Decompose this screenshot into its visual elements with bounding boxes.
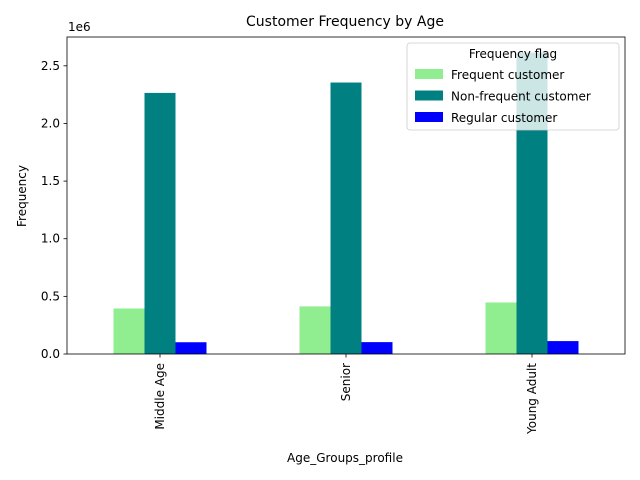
legend-swatch <box>415 90 443 101</box>
x-tick-label: Middle Age <box>153 363 167 430</box>
chart-title: Customer Frequency by Age <box>246 14 444 30</box>
legend-entry: Frequent customer <box>451 68 564 82</box>
x-tick-label: Young Adult <box>525 363 539 435</box>
x-axis-label: Age_Groups_profile <box>287 451 403 465</box>
legend-box <box>406 42 620 131</box>
bar-regular-customer-0 <box>175 342 207 354</box>
bar-frequent-customer-2 <box>485 302 517 354</box>
y-tick-label: 0.0 <box>41 347 60 361</box>
bar-regular-customer-1 <box>361 342 393 354</box>
bar-non-frequent-customer-0 <box>144 92 176 354</box>
plot-area: 0.0 0.5 1.0 1.5 2.0 2.5 Middle Age Senior Young … <box>41 36 626 435</box>
y-tick-label: 1.0 <box>41 232 60 246</box>
x-tick-label: Senior <box>339 363 353 401</box>
bar-non-frequent-customer-1 <box>330 82 362 355</box>
bar-regular-customer-2 <box>547 341 579 354</box>
y-tick-label: 2.0 <box>41 116 60 130</box>
legend-title: Frequency flag <box>469 47 557 61</box>
bar-frequent-customer-1 <box>299 306 331 354</box>
legend: Frequency flag Frequent customer Non-frequ… <box>406 42 620 131</box>
y-tick-label: 0.5 <box>41 289 60 303</box>
legend-entry: Regular customer <box>451 111 557 125</box>
y-tick-label: 1.5 <box>41 174 60 188</box>
y-axis-label: Frequency <box>15 165 29 227</box>
legend-entry: Non-frequent customer <box>451 90 591 104</box>
legend-swatch <box>415 69 443 79</box>
y-tick-label: 2.5 <box>41 59 60 73</box>
y-offset-label: 1e6 <box>68 20 91 34</box>
legend-swatch <box>415 112 443 122</box>
bar-frequent-customer-0 <box>113 308 145 354</box>
